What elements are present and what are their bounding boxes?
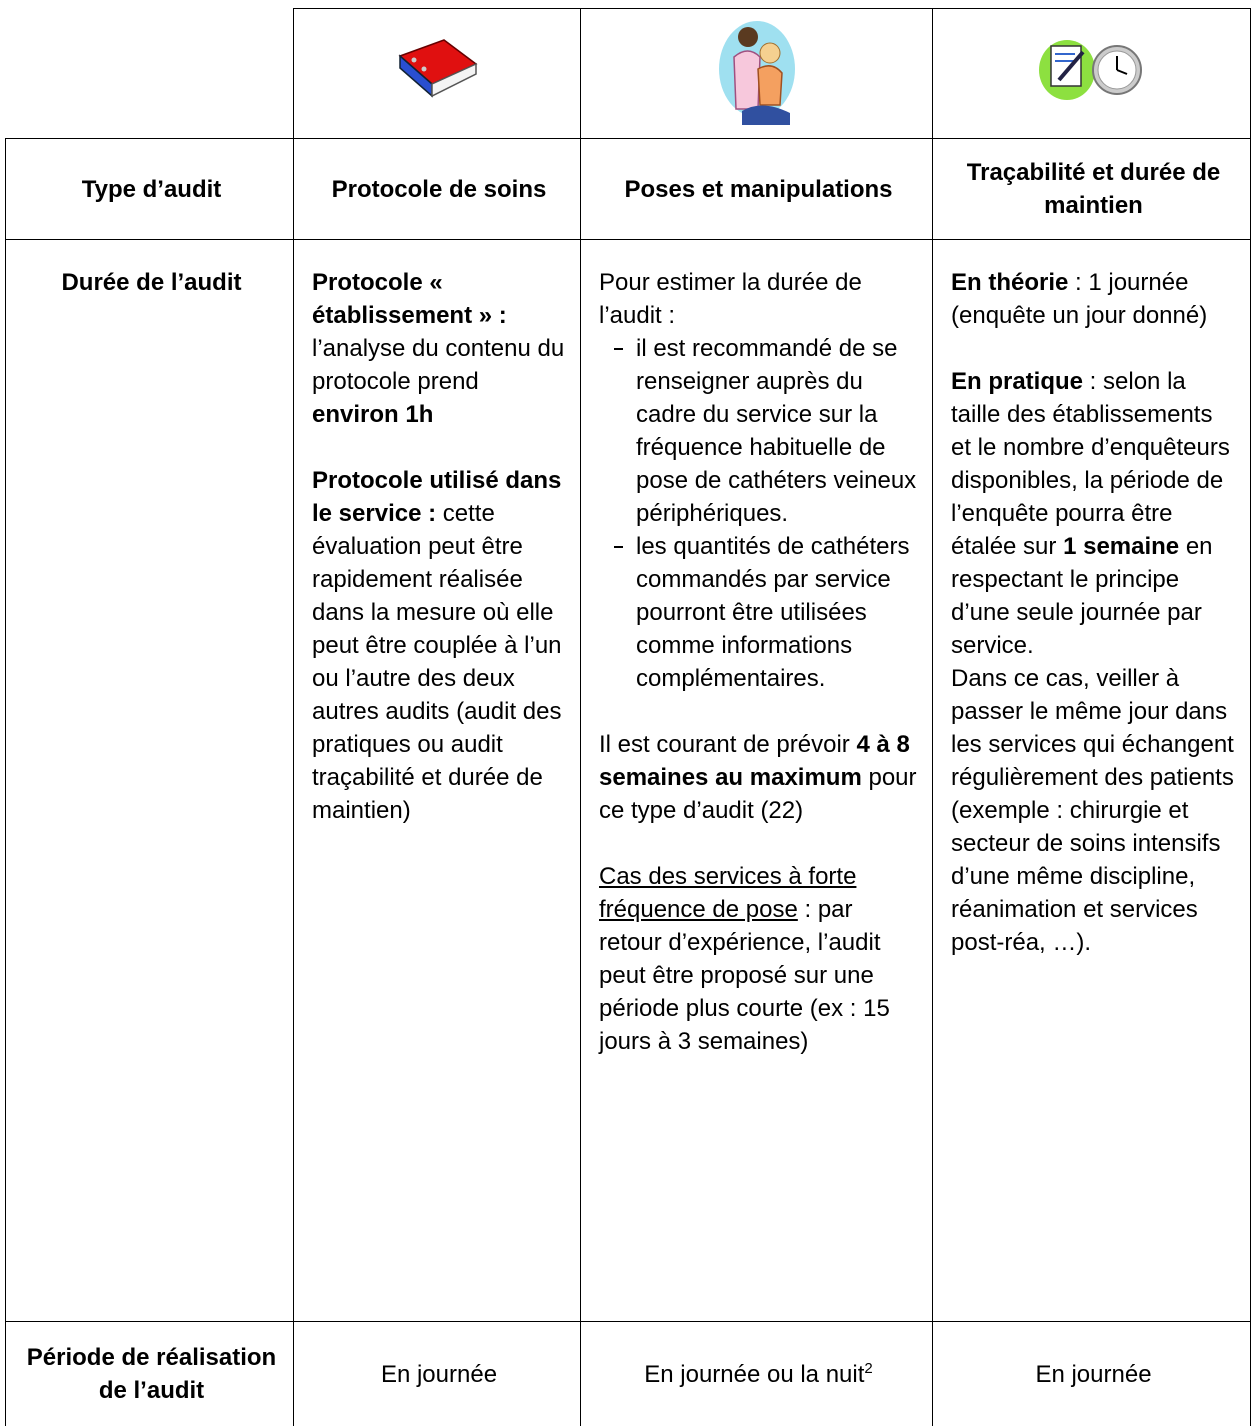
binder-icon: [392, 34, 482, 104]
list: il est recommandé de se renseigner auprè…: [599, 332, 918, 695]
text-run: les quantités de cathéters commandés par…: [636, 533, 910, 692]
block: En pratique : selon la taille des établi…: [951, 365, 1236, 959]
cell: En théorie : 1 journée (enquête un jour …: [933, 240, 1251, 1322]
paragraph: Protocole utilisé dans le service : cett…: [312, 464, 566, 827]
block: Cas des services à forte fréquence de po…: [599, 860, 918, 1058]
icon-cell: [581, 9, 933, 139]
bold-text: environ 1h: [312, 401, 433, 428]
icon-row: [6, 9, 1251, 139]
cell: Pour estimer la durée de l’audit :il est…: [581, 240, 933, 1322]
record-clock-icon: [1037, 34, 1147, 104]
header-cell: Type d’audit: [6, 139, 294, 240]
paragraph: Cas des services à forte fréquence de po…: [599, 860, 918, 1058]
text-run: Dans ce cas, veiller à passer le même jo…: [951, 665, 1234, 956]
paragraph: En théorie : 1 journée (enquête un jour …: [951, 266, 1236, 332]
cell: Protocole « établissement » : l’analyse …: [294, 240, 581, 1322]
block: Protocole « établissement » : l’analyse …: [312, 266, 566, 431]
text-run: En journée ou la nuit: [644, 1361, 864, 1388]
paragraph: Il est courant de prévoir 4 à 8 semaines…: [599, 728, 918, 827]
list-item: il est recommandé de se renseigner auprè…: [599, 332, 918, 530]
block: Pour estimer la durée de l’audit :il est…: [599, 266, 918, 695]
text-run: l’analyse du contenu du protocole prend: [312, 335, 564, 395]
period-row: Période de réalisation de l’audit En jour…: [6, 1322, 1251, 1426]
text-run: En journée: [1035, 1361, 1151, 1388]
text-run: cette évaluation peut être rapidement ré…: [312, 500, 562, 824]
block: En théorie : 1 journée (enquête un jour …: [951, 266, 1236, 332]
icon-cell: [294, 9, 581, 139]
block: En journée: [951, 1358, 1236, 1391]
bold-text: 1 semaine: [1063, 533, 1179, 560]
bold-text: En pratique: [951, 368, 1083, 395]
paragraph: En journée: [312, 1358, 566, 1391]
cell: En journée: [294, 1322, 581, 1426]
cell: En journée: [933, 1322, 1251, 1426]
header-cell: Traçabilité et durée de maintien: [933, 139, 1251, 240]
bold-text: En théorie: [951, 269, 1068, 296]
block: Il est courant de prévoir 4 à 8 semaines…: [599, 728, 918, 827]
block: En journée ou la nuit2: [599, 1358, 918, 1391]
block: En journée: [312, 1358, 566, 1391]
paragraph: En journée ou la nuit2: [599, 1358, 918, 1391]
paragraph: Dans ce cas, veiller à passer le même jo…: [951, 662, 1236, 959]
bullet: [614, 546, 623, 548]
block: Protocole utilisé dans le service : cett…: [312, 464, 566, 827]
row-label: Durée de l’audit: [6, 240, 294, 1322]
paragraph: Pour estimer la durée de l’audit :: [599, 266, 918, 332]
list-item: les quantités de cathéters commandés par…: [599, 530, 918, 695]
text-run: En journée: [381, 1361, 497, 1388]
empty-cell: [6, 9, 294, 139]
header-cell: Protocole de soins: [294, 139, 581, 240]
paragraph: En pratique : selon la taille des établi…: [951, 365, 1236, 662]
row-label: Période de réalisation de l’audit: [6, 1322, 294, 1426]
text-run: Pour estimer la durée de l’audit :: [599, 269, 862, 329]
bold-text: Protocole « établissement » :: [312, 269, 507, 329]
cell: En journée ou la nuit2: [581, 1322, 933, 1426]
paragraph: En journée: [951, 1358, 1236, 1391]
text-run: il est recommandé de se renseigner auprè…: [636, 335, 916, 527]
bullet: [614, 348, 623, 350]
care-icon: [712, 9, 802, 129]
header-cell: Poses et manipulations: [581, 139, 933, 240]
icon-cell: [933, 9, 1251, 139]
text-run: : selon la taille des établissements et …: [951, 368, 1230, 560]
footnote-ref: 2: [864, 1360, 872, 1377]
paragraph: Protocole « établissement » : l’analyse …: [312, 266, 566, 431]
text-run: Il est courant de prévoir: [599, 731, 856, 758]
